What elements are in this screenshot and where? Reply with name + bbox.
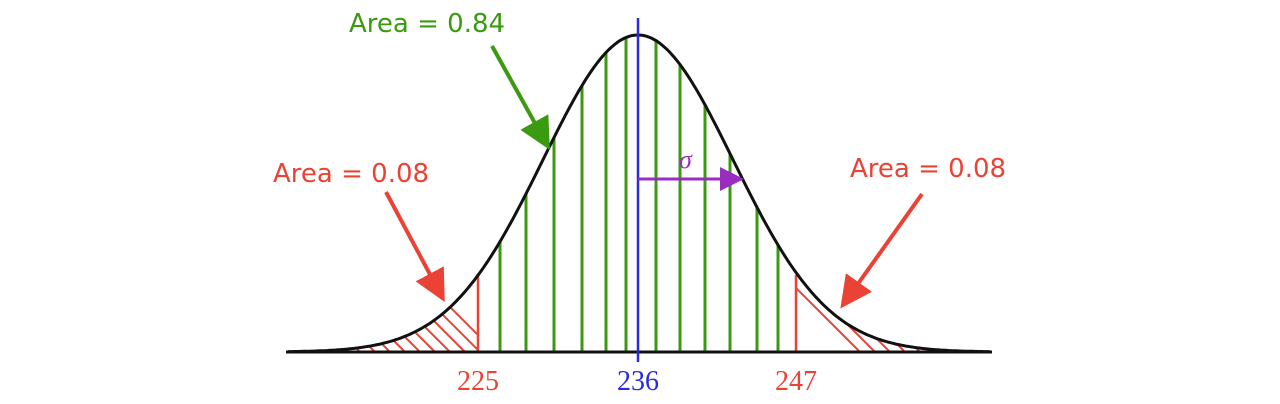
hatch-line (414, 272, 496, 352)
hatch-line (974, 272, 980, 352)
hatch-line (914, 272, 980, 352)
hatch-line (300, 272, 346, 352)
hatch-line (854, 272, 936, 352)
hatch-line (794, 272, 876, 352)
left-area-label: Area = 0.08 (273, 159, 429, 189)
hatch-line (300, 272, 361, 352)
center-arrow (490, 45, 550, 150)
right-arrow (840, 192, 924, 309)
center-lines (498, 37, 780, 352)
hatch-line (959, 272, 980, 352)
hatch-line (399, 272, 481, 352)
hatch-line (884, 272, 966, 352)
center-area-label: Area = 0.84 (349, 9, 505, 39)
left-cut-label: 225 (457, 366, 499, 397)
hatch-line (300, 272, 316, 352)
hatch-line (944, 272, 980, 352)
hatch-line (339, 272, 421, 352)
hatch-line (779, 272, 861, 352)
hatch-line (824, 272, 906, 352)
hatch-line (300, 272, 376, 352)
hatch-line (369, 272, 451, 352)
hatch-line (309, 272, 391, 352)
right-area-label: Area = 0.08 (850, 154, 1006, 184)
tail-hatch (300, 272, 1070, 352)
hatch-line (300, 272, 331, 352)
mean-label: 236 (617, 366, 659, 397)
sigma-label: σ (679, 145, 693, 174)
hatch-line (899, 272, 980, 352)
right-cut-label: 247 (775, 366, 817, 397)
hatch-line (990, 272, 1070, 352)
left-arrow (384, 191, 445, 303)
hatch-line (929, 272, 980, 352)
hatch-line (300, 272, 301, 352)
